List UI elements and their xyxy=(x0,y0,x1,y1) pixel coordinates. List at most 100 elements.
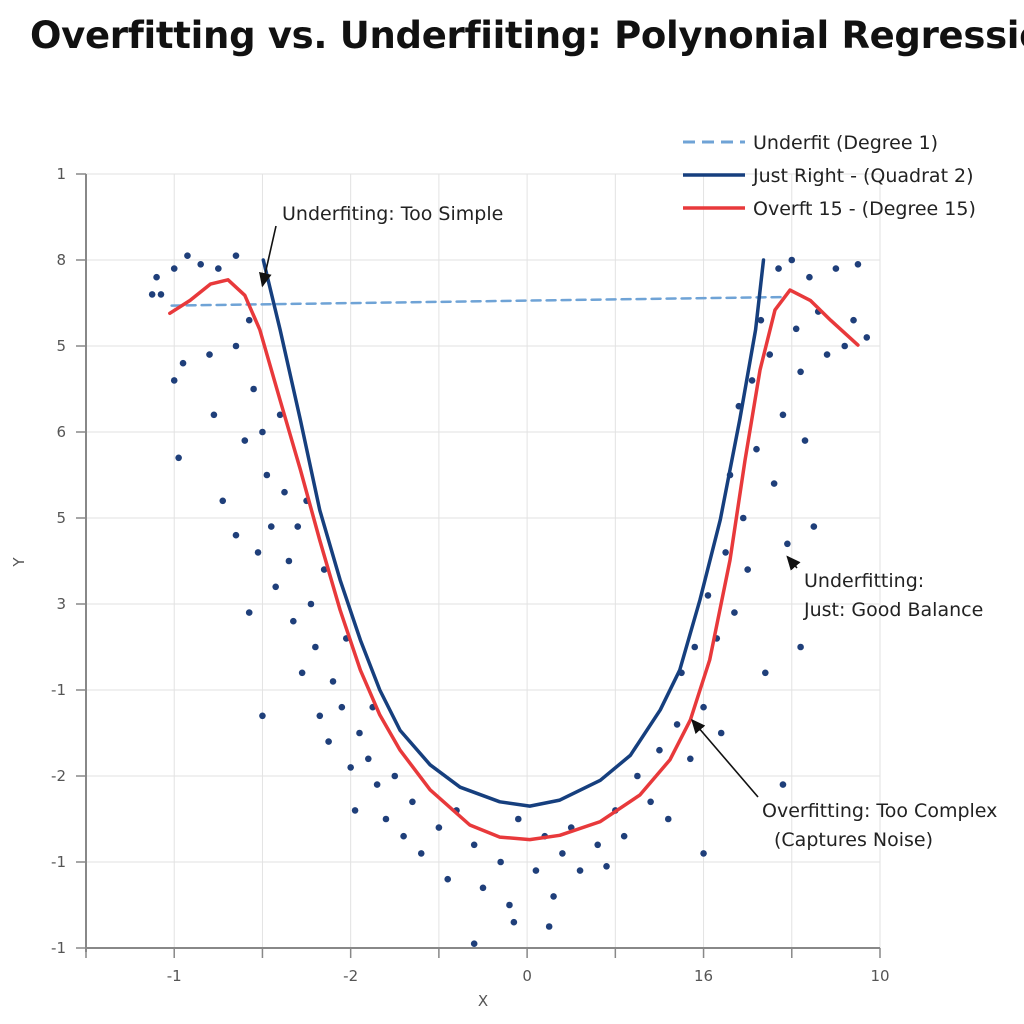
data-point xyxy=(206,351,213,358)
data-point xyxy=(254,549,262,556)
chart-title: Overfitting vs. Underfiiting: Polynonial… xyxy=(30,14,1024,57)
x-tick-label: 16 xyxy=(694,967,713,985)
data-point xyxy=(841,342,849,350)
data-point xyxy=(806,273,813,281)
data-point xyxy=(700,850,707,857)
y-tick-label: 1 xyxy=(56,165,66,183)
y-tick-label: 6 xyxy=(56,423,66,441)
data-point xyxy=(744,566,751,573)
x-tick-label: 0 xyxy=(522,967,532,985)
data-point xyxy=(157,291,165,298)
data-point xyxy=(788,256,796,264)
legend-label: Underfit (Degree 1) xyxy=(753,132,938,154)
data-point xyxy=(691,643,699,651)
x-tick-label: -1 xyxy=(167,967,182,985)
data-point xyxy=(594,841,601,849)
data-point xyxy=(382,815,390,823)
data-point xyxy=(298,669,306,677)
data-point xyxy=(497,858,504,866)
data-point xyxy=(700,703,707,711)
data-point xyxy=(784,540,791,548)
annotation-text: Overfitting: Too Complex xyxy=(762,800,997,822)
data-point xyxy=(294,523,302,530)
data-point xyxy=(514,815,522,823)
data-point xyxy=(576,867,584,874)
data-point xyxy=(241,437,249,444)
data-point xyxy=(170,265,178,272)
data-point xyxy=(545,923,553,930)
annotation-text: Underfitting: xyxy=(804,570,924,592)
y-tick-label: 8 xyxy=(56,251,66,269)
legend-label: Overft 15 - (Degree 15) xyxy=(753,198,976,220)
data-point xyxy=(197,261,204,268)
data-point xyxy=(259,428,266,436)
y-tick-label: 5 xyxy=(56,509,66,527)
data-point xyxy=(757,316,765,324)
data-point xyxy=(832,265,840,272)
data-point xyxy=(656,746,663,754)
y-tick-label: -2 xyxy=(51,767,66,785)
data-point xyxy=(863,334,871,341)
data-point xyxy=(506,901,513,909)
data-point xyxy=(779,781,787,788)
annotation-text: Just: Good Balance xyxy=(803,599,983,621)
data-point xyxy=(444,875,452,883)
data-point xyxy=(325,738,332,745)
data-point xyxy=(731,609,738,616)
annotation-text: (Captures Noise) xyxy=(774,829,933,851)
data-point xyxy=(792,325,800,333)
data-point xyxy=(215,265,222,272)
data-point xyxy=(316,712,324,720)
data-point xyxy=(329,678,337,685)
data-point xyxy=(285,557,293,565)
x-tick-label: -2 xyxy=(343,967,358,985)
data-point xyxy=(320,566,328,573)
data-point xyxy=(532,867,540,874)
data-point xyxy=(801,437,809,444)
data-point xyxy=(673,721,681,728)
y-axis-label: Y xyxy=(10,557,28,568)
data-point xyxy=(766,351,774,358)
data-point xyxy=(435,824,443,831)
data-point xyxy=(351,807,359,814)
y-tick-label: -1 xyxy=(51,939,66,957)
data-point xyxy=(823,351,831,358)
annotation-text: Underfiting: Too Simple xyxy=(282,203,503,225)
data-point xyxy=(470,841,478,849)
data-point xyxy=(510,918,518,926)
annotation-arrow xyxy=(691,718,759,798)
data-point xyxy=(550,893,557,900)
data-point xyxy=(259,712,266,720)
data-point xyxy=(797,643,804,651)
annotation-arrow xyxy=(259,225,277,288)
data-point xyxy=(479,884,487,892)
y-tick-label: 5 xyxy=(56,337,66,355)
data-point xyxy=(272,583,279,591)
data-point xyxy=(775,265,782,272)
data-point xyxy=(365,755,372,763)
data-point xyxy=(232,342,240,350)
data-point xyxy=(276,411,284,419)
data-point xyxy=(250,385,257,393)
data-point xyxy=(753,445,760,453)
data-point xyxy=(338,703,346,711)
data-point xyxy=(290,617,297,625)
data-point xyxy=(854,261,862,268)
data-point xyxy=(210,411,218,419)
data-point xyxy=(417,850,425,857)
data-point xyxy=(770,480,778,487)
data-point xyxy=(779,411,787,419)
data-point xyxy=(281,488,288,496)
x-tick-label: 10 xyxy=(870,967,889,985)
data-point xyxy=(373,781,381,788)
data-point xyxy=(307,600,315,608)
data-point xyxy=(232,531,240,539)
data-point xyxy=(153,273,160,281)
data-point xyxy=(797,368,804,376)
data-point xyxy=(810,523,818,530)
data-point xyxy=(748,377,756,384)
series-line-1 xyxy=(261,258,766,808)
data-point xyxy=(603,863,610,870)
data-point xyxy=(263,471,271,479)
